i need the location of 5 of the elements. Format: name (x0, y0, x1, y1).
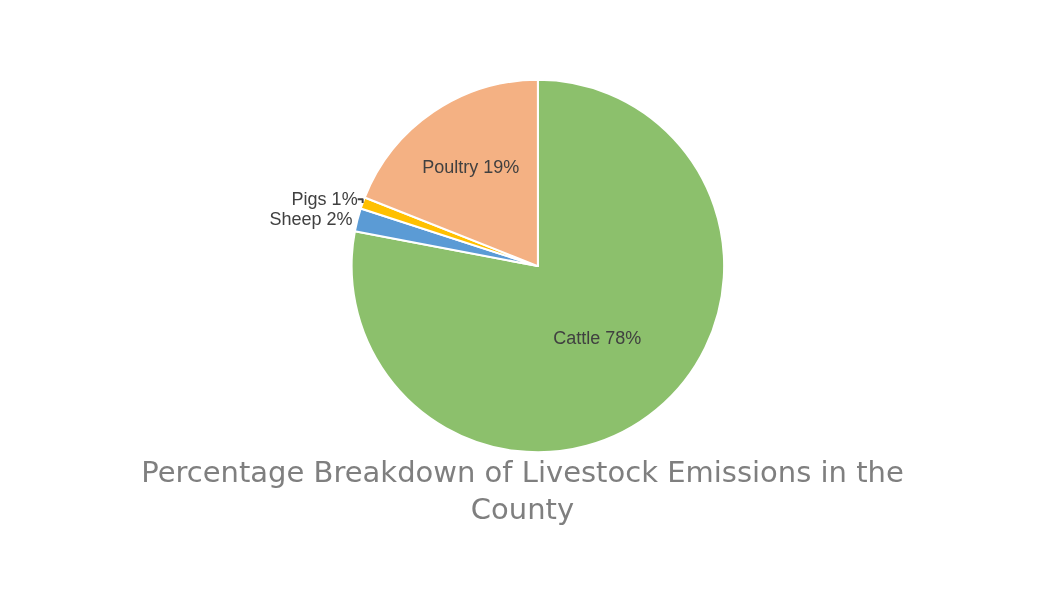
text: Percentage Breakdown of Livestock Emissions in the County (141, 454, 904, 527)
slice-label: Sheep 2% (269, 209, 353, 230)
slice-label: Poultry 19% (422, 157, 520, 178)
slice-label: Cattle 78% (553, 327, 642, 348)
slice-label: Pigs 1% (291, 189, 358, 210)
